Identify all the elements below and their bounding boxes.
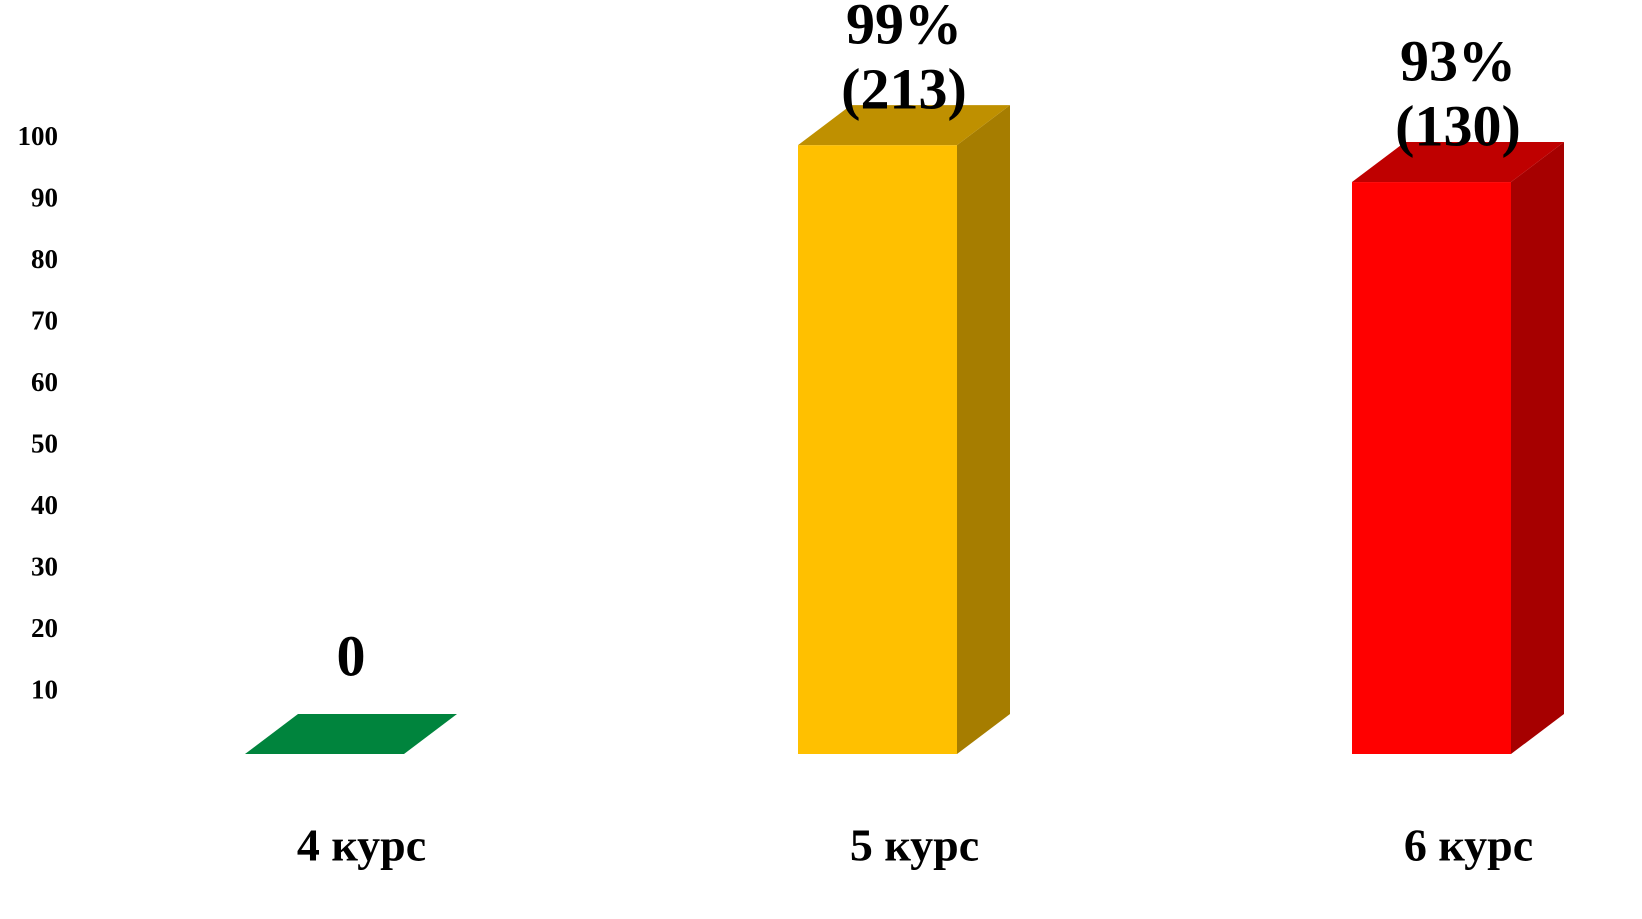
bar-top: [1352, 142, 1564, 183]
count-label: (213): [841, 56, 967, 121]
bar-front: [1352, 182, 1511, 755]
y-tick-label: 30: [31, 552, 58, 582]
y-tick-label: 20: [31, 613, 58, 643]
bar-front: [798, 145, 957, 754]
x-tick-label: 5 курс: [850, 820, 979, 871]
count-label: (130): [1395, 93, 1521, 158]
y-tick-label: 90: [31, 183, 58, 213]
x-tick-label: 6 курс: [1404, 820, 1533, 871]
y-tick-label: 40: [31, 490, 58, 520]
value-label: 93%: [1400, 28, 1516, 93]
bar-top: [245, 714, 457, 754]
y-tick-label: 70: [31, 306, 58, 336]
value-label: 99%: [846, 0, 962, 56]
y-tick-label: 80: [31, 244, 58, 274]
y-tick-label: 10: [31, 675, 58, 705]
value-label: 0: [337, 623, 366, 688]
bar-top: [798, 105, 1010, 146]
bar-side: [957, 105, 1010, 754]
y-tick-label: 50: [31, 429, 58, 459]
y-tick-label: 100: [18, 121, 59, 151]
x-tick-label: 4 курс: [297, 820, 426, 871]
y-tick-label: 60: [31, 367, 58, 397]
bar-side: [1511, 142, 1564, 755]
